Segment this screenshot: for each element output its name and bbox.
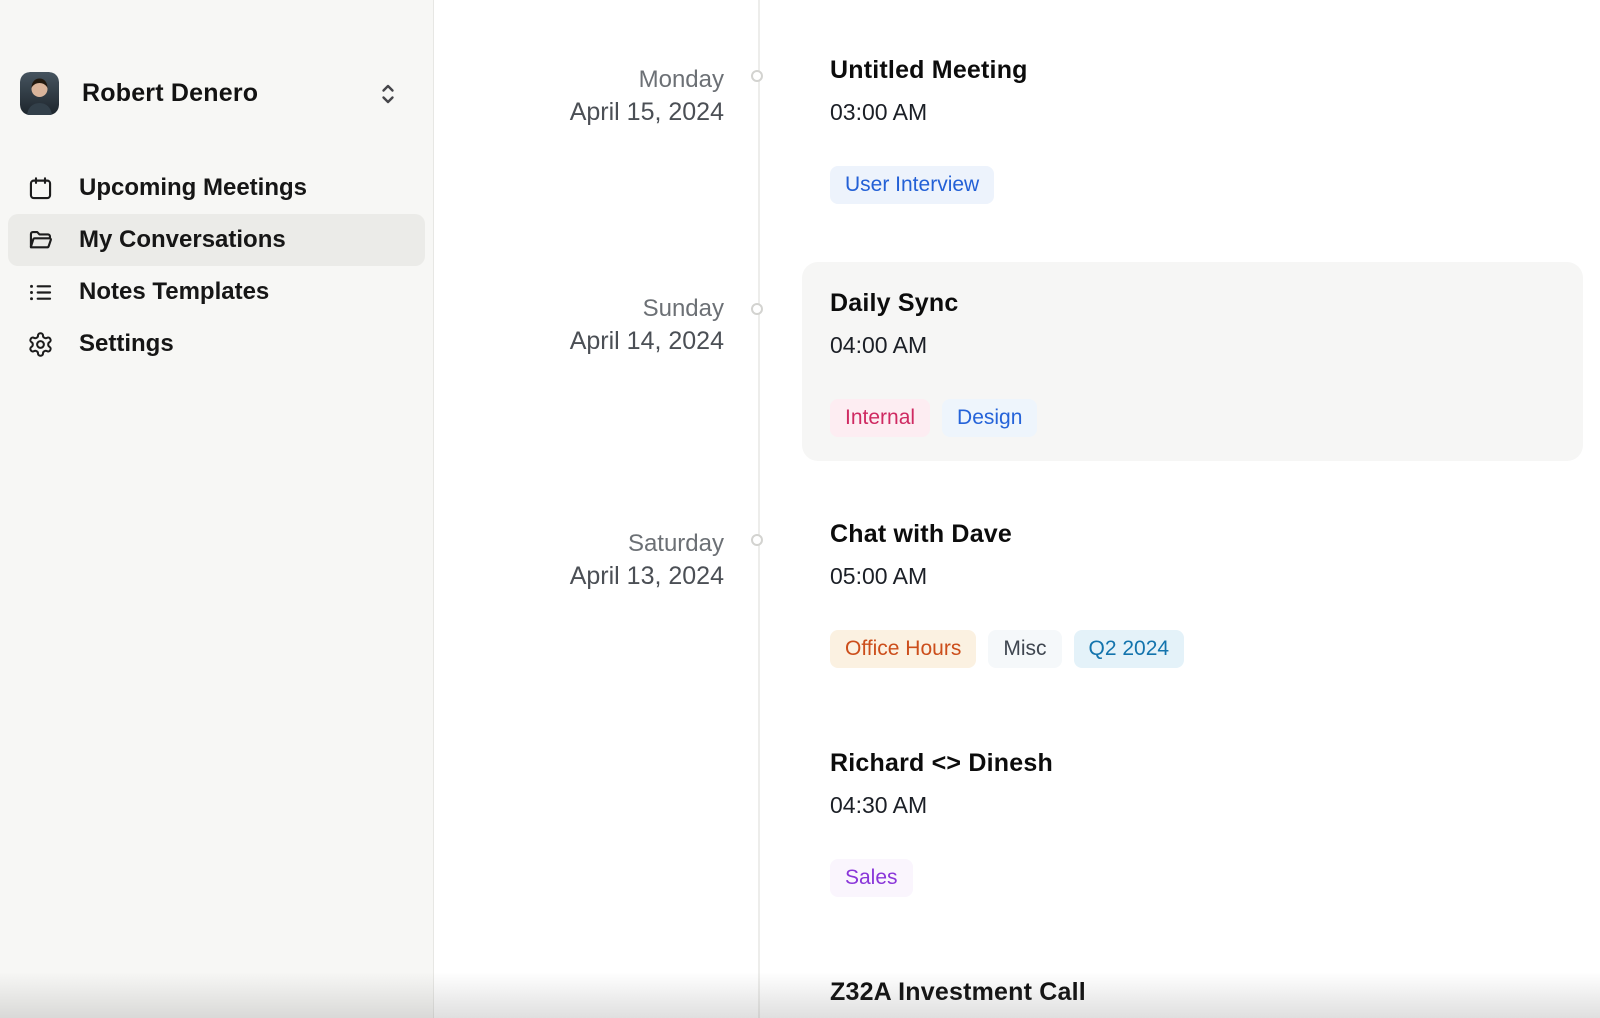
tag-misc[interactable]: Misc — [988, 630, 1062, 668]
sidebar-item-notes-templates[interactable]: Notes Templates — [8, 266, 425, 318]
sidebar-item-label: My Conversations — [79, 226, 286, 253]
meetings-column: Daily Sync 04:00 AM Internal Design — [802, 262, 1583, 461]
tag-sales[interactable]: Sales — [830, 859, 913, 897]
list-icon — [26, 278, 54, 306]
sidebar-menu: Upcoming Meetings My Conversations Notes… — [8, 162, 425, 370]
tag-user-interview[interactable]: User Interview — [830, 166, 995, 204]
day-name: Monday — [638, 66, 724, 93]
timeline-group: Saturday April 13, 2024 Chat with Dave 0… — [434, 519, 1600, 1007]
profile-switcher[interactable]: Robert Denero — [8, 72, 425, 115]
conversations-timeline: Monday April 15, 2024 Untitled Meeting 0… — [434, 0, 1600, 1018]
meeting-chat-with-dave[interactable]: Chat with Dave 05:00 AM Office Hours Misc… — [802, 519, 1583, 668]
tag-office-hours[interactable]: Office Hours — [830, 630, 977, 668]
meeting-title: Chat with Dave — [830, 520, 1012, 548]
meetings-column: Untitled Meeting 03:00 AM User Interview — [802, 55, 1583, 204]
timeline-rule — [758, 0, 760, 1018]
timeline-group: Monday April 15, 2024 Untitled Meeting 0… — [434, 55, 1600, 204]
meetings-column: Chat with Dave 05:00 AM Office Hours Misc… — [802, 519, 1583, 1007]
folder-icon — [26, 226, 54, 254]
meeting-tags: User Interview — [830, 166, 1583, 204]
date-label: Saturday April 13, 2024 — [434, 527, 724, 1007]
meeting-title: Untitled Meeting — [830, 56, 1028, 84]
date-label: Sunday April 14, 2024 — [434, 292, 724, 461]
date-text: April 13, 2024 — [569, 562, 724, 590]
meeting-time: 05:00 AM — [830, 563, 928, 589]
tag-design[interactable]: Design — [942, 399, 1038, 437]
meeting-daily-sync[interactable]: Daily Sync 04:00 AM Internal Design — [802, 262, 1583, 461]
timeline-group: Sunday April 14, 2024 Daily Sync 04:00 A… — [434, 262, 1600, 461]
sidebar: Robert Denero Upcoming Meetings My Conve… — [0, 0, 434, 1018]
profile-name: Robert Denero — [82, 79, 259, 107]
meeting-time: 03:00 AM — [830, 99, 928, 125]
meeting-title: Z32A Investment Call — [830, 978, 1086, 1006]
timeline: Monday April 15, 2024 Untitled Meeting 0… — [434, 55, 1600, 1007]
sidebar-item-settings[interactable]: Settings — [8, 318, 425, 370]
meeting-time: 04:00 AM — [830, 332, 928, 358]
meeting-z32a-investment-call[interactable]: Z32A Investment Call — [802, 977, 1583, 1007]
meeting-tags: Sales — [830, 859, 1583, 897]
gear-icon — [26, 330, 54, 358]
meeting-tags: Office Hours Misc Q2 2024 — [830, 630, 1583, 668]
meeting-richard-dinesh[interactable]: Richard <> Dinesh 04:30 AM Sales — [802, 748, 1583, 897]
meeting-time: 04:30 AM — [830, 792, 928, 818]
sidebar-item-label: Notes Templates — [79, 278, 270, 305]
timeline-dot-icon — [751, 70, 763, 82]
day-name: Saturday — [627, 530, 724, 557]
tag-q2-2024[interactable]: Q2 2024 — [1073, 630, 1185, 668]
meeting-title: Richard <> Dinesh — [830, 749, 1053, 777]
date-text: April 15, 2024 — [569, 98, 724, 126]
sidebar-item-label: Settings — [79, 330, 174, 357]
calendar-icon — [26, 174, 54, 202]
avatar — [20, 72, 59, 115]
tag-internal[interactable]: Internal — [830, 399, 931, 437]
sidebar-item-upcoming-meetings[interactable]: Upcoming Meetings — [8, 162, 425, 214]
date-label: Monday April 15, 2024 — [434, 63, 724, 204]
day-name: Sunday — [642, 295, 724, 322]
meeting-title: Daily Sync — [830, 289, 959, 317]
chevron-up-down-icon[interactable] — [377, 77, 399, 111]
sidebar-item-my-conversations[interactable]: My Conversations — [8, 214, 425, 266]
meeting-untitled-meeting[interactable]: Untitled Meeting 03:00 AM User Interview — [802, 55, 1583, 204]
date-text: April 14, 2024 — [569, 327, 724, 355]
timeline-dot-icon — [751, 534, 763, 546]
timeline-dot-icon — [751, 303, 763, 315]
sidebar-item-label: Upcoming Meetings — [79, 174, 308, 201]
meeting-tags: Internal Design — [830, 399, 1555, 437]
